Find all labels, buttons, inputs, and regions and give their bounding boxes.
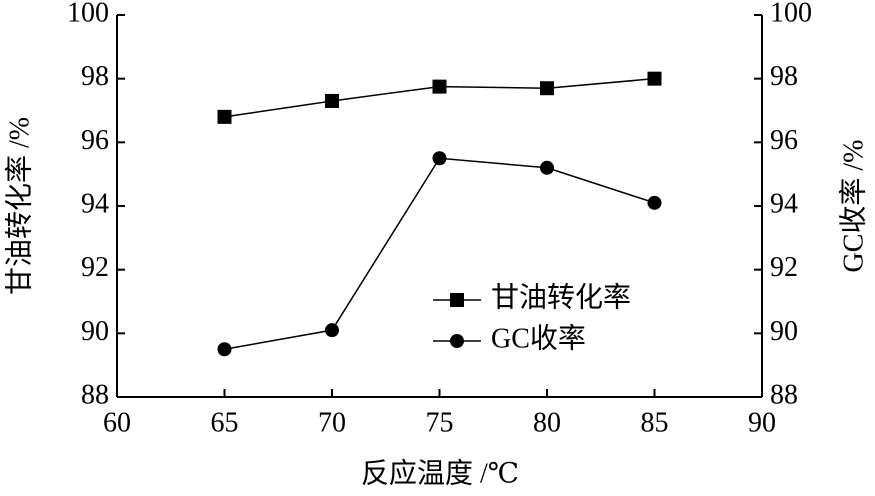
x-tick-label: 60 [103,407,131,438]
y2-tick-label: 100 [770,0,812,28]
data-point [647,195,662,210]
x-tick-label: 65 [211,407,239,438]
y-axis-label: 甘油转化率 /% [3,117,35,295]
y-tick-label: 98 [81,61,109,92]
y2-tick-label: 88 [770,379,798,410]
data-point [325,93,339,108]
data-point [432,151,447,166]
y2-tick-label: 94 [770,188,798,219]
x-tick-label: 85 [641,407,669,438]
legend-label: GC收率 [491,322,586,354]
y2-tick-label: 98 [770,61,798,92]
data-point [540,160,554,175]
y-tick-label: 90 [81,316,109,347]
y-tick-label: 96 [81,125,109,156]
y-tick-label: 100 [67,0,109,28]
y2-tick-label: 92 [770,252,798,283]
y-tick-label: 94 [81,188,109,219]
data-point [540,81,554,96]
data-point [325,323,339,338]
y2-tick-label: 96 [770,125,798,156]
data-point [217,109,232,124]
data-point [432,79,447,94]
x-tick-label: 75 [426,407,454,438]
legend-label: 甘油转化率 [491,281,631,313]
x-tick-label: 80 [533,407,561,438]
x-axis-label: 反应温度 /℃ [361,457,519,489]
legend-marker [450,334,464,348]
y2-axis-label: GC收率 /% [837,139,869,272]
data-point [647,71,662,86]
data-point [217,342,232,357]
series-line [224,157,655,350]
x-tick-label: 70 [318,407,346,438]
y-tick-label: 88 [81,379,109,410]
x-tick-label: 90 [748,407,776,438]
legend-marker [450,293,464,307]
y2-tick-label: 90 [770,316,798,347]
y-tick-label: 92 [81,252,109,283]
